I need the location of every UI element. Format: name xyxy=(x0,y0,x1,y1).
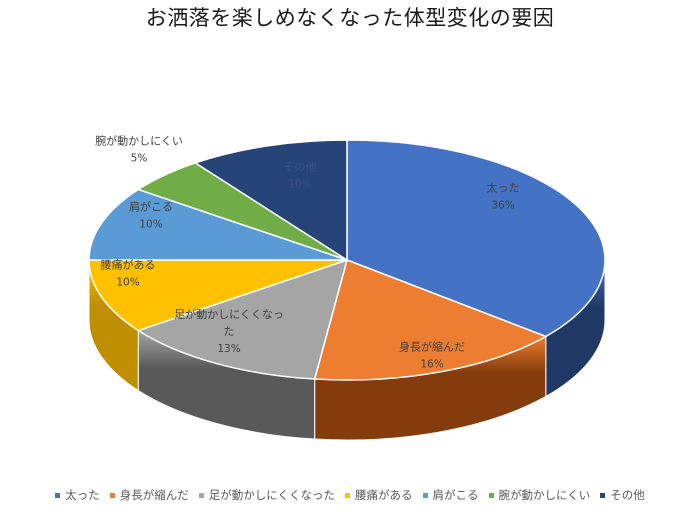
slice-label-text: 肩がこる xyxy=(129,200,173,214)
pie-slice-1 xyxy=(313,259,548,381)
legend-item: 腰痛がある xyxy=(345,487,413,503)
slice-label-text: 腰痛がある xyxy=(101,258,156,272)
slice-value-label: 16% xyxy=(420,359,443,371)
slice-value-label: 13% xyxy=(217,343,240,355)
slice-label-text: 足が動かしにくくなっ xyxy=(174,307,284,321)
legend-swatch xyxy=(345,492,350,498)
chart-title: お洒落を楽しめなくなった体型変化の要因 xyxy=(145,6,555,30)
legend-item: 身長が縮んだ xyxy=(109,487,189,503)
pie-slice-2 xyxy=(136,258,349,380)
chart-legend: 太った 身長が縮んだ 足が動かしにくくなった 腰痛がある 肩がこる 腕が動かしにくい その他 xyxy=(0,487,700,503)
slice-label-text: た xyxy=(224,325,235,338)
slice-label-4: 肩がこる 10% xyxy=(129,200,173,231)
legend-swatch xyxy=(600,492,606,498)
pie-slice-3 xyxy=(88,259,348,332)
pie-slice-6 xyxy=(193,139,348,262)
legend-swatch xyxy=(55,492,61,498)
slice-label-2: 足が動かしにくくなった 13% xyxy=(174,307,284,355)
legend-label: 足が動かしにくくなった xyxy=(208,488,335,502)
legend-item: その他 xyxy=(600,487,645,503)
slice-label-5: 腕が動かしにくい 5% xyxy=(95,134,183,165)
slice-label-6: その他 10% xyxy=(284,161,317,191)
legend-item: 腕が動かしにくい xyxy=(488,487,591,503)
slice-label-0: 太った 36% xyxy=(487,182,520,212)
legend-swatch xyxy=(422,492,428,498)
legend-label: 腰痛がある xyxy=(355,488,413,502)
pie-slice-0 xyxy=(346,139,606,338)
legend-swatch xyxy=(488,492,494,498)
legend-label: その他 xyxy=(610,488,645,502)
pie-slice-4 xyxy=(88,188,348,261)
slice-label-text: 太った xyxy=(487,182,520,195)
legend-label: 肩がこる xyxy=(432,488,479,502)
slice-value-label: 36% xyxy=(491,200,514,212)
legend-label: 身長が縮んだ xyxy=(119,488,189,502)
slice-label-3: 腰痛がある 10% xyxy=(101,258,156,289)
legend-item: 肩がこる xyxy=(422,487,479,503)
slice-label-text: 腕が動かしにくい xyxy=(95,134,183,148)
slice-label-text: その他 xyxy=(284,161,317,174)
legend-swatch xyxy=(109,492,115,498)
slice-value-label: 10% xyxy=(288,179,311,191)
slice-value-label: 5% xyxy=(131,153,148,165)
legend-swatch xyxy=(198,492,204,498)
legend-label: 太った xyxy=(65,488,100,502)
legend-item: 太った xyxy=(55,487,100,503)
legend-label: 腕が動かしにくい xyxy=(498,488,591,502)
slice-value-label: 10% xyxy=(139,219,162,231)
slice-label-text: 身長が縮んだ xyxy=(399,340,465,354)
slice-label-1: 身長が縮んだ 16% xyxy=(399,340,465,371)
legend-item: 足が動かしにくくなった xyxy=(198,487,335,503)
slice-value-label: 10% xyxy=(116,277,139,289)
